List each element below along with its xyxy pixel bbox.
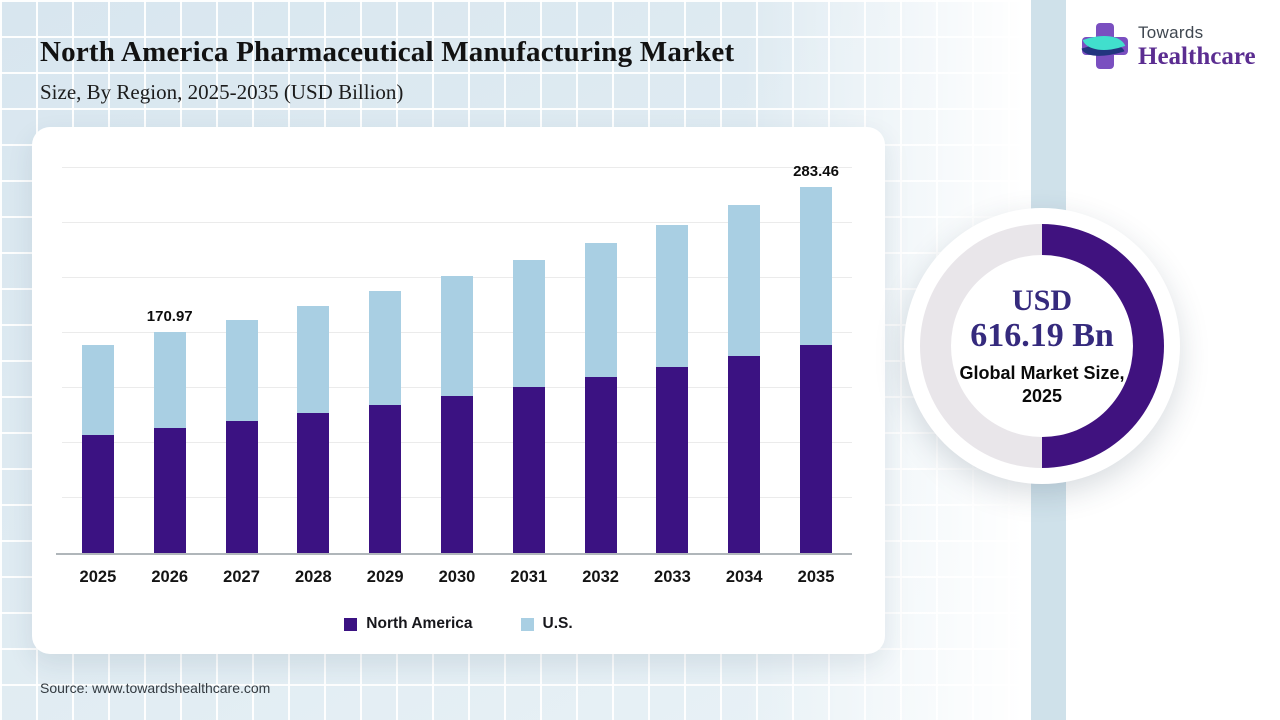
bar-stack-2027: [225, 319, 258, 553]
bar-group-2028: [277, 154, 349, 553]
bar-stack-2033: [656, 224, 689, 553]
bar-stack-2035: [800, 187, 833, 553]
bar-segment-us-2027: [225, 319, 258, 421]
chart-header: North America Pharmaceutical Manufacturi…: [40, 36, 734, 105]
bar-segment-us-2028: [297, 305, 330, 414]
x-axis-label-2029: 2029: [366, 568, 404, 586]
x-axis-label-2030: 2030: [438, 568, 476, 586]
donut-center-text: USD 616.19 Bn Global Market Size, 2025: [904, 208, 1180, 484]
bar-stack-2028: [297, 305, 330, 553]
bar-segment-us-2032: [584, 242, 617, 378]
gridline: [62, 166, 852, 168]
bar-segment-north-america-2026: [153, 428, 186, 553]
towards-healthcare-logo: Towards Healthcare: [1080, 20, 1256, 72]
bar-segment-us-2035: [800, 187, 833, 345]
bar-segment-north-america-2035: [800, 344, 833, 553]
global-market-size-donut: USD 616.19 Bn Global Market Size, 2025: [904, 208, 1180, 484]
bar-stack-2025: [81, 344, 114, 553]
bar-stack-2032: [584, 242, 617, 553]
bar-stack-2029: [369, 291, 402, 553]
bar-chart-card: 170.97 283.46 2025 2026 2027 2028 2029 2030 203…: [32, 127, 885, 654]
bar-group-2027: [206, 154, 278, 553]
bar-segment-us-2026: [153, 332, 186, 428]
donut-hole: [951, 255, 1133, 437]
bar-group-2032: [565, 154, 637, 553]
bar-segment-north-america-2034: [728, 356, 761, 553]
x-axis-label-2035: 2035: [797, 568, 835, 586]
bar-segment-us-2033: [656, 224, 689, 367]
x-axis-label-2025: 2025: [79, 568, 117, 586]
x-axis-line: [56, 553, 852, 555]
bar-stack-2026: [153, 332, 186, 553]
chart-legend: North America U.S.: [32, 615, 885, 633]
gridline: [62, 221, 852, 223]
bar-segment-north-america-2029: [369, 404, 402, 553]
x-axis-label-2027: 2027: [223, 568, 260, 586]
bar-group-2035: 283.46: [780, 154, 852, 553]
legend-label: North America: [366, 615, 473, 632]
bar-value-label-2026: 170.97: [146, 308, 193, 326]
logo-word-towards: Towards: [1138, 22, 1204, 42]
x-axis-label-2031: 2031: [510, 568, 548, 586]
bar-group-2026: 170.97: [134, 154, 206, 553]
x-axis-label-2032: 2032: [582, 568, 619, 586]
bar-segment-us-2029: [369, 291, 402, 405]
bar-segment-north-america-2028: [297, 413, 330, 553]
page-subtitle: Size, By Region, 2025-2035 (USD Billion): [40, 80, 404, 104]
bars-container: 170.97 283.46: [62, 154, 852, 553]
bar-segment-us-2030: [440, 276, 473, 397]
bar-group-2034: [708, 154, 780, 553]
x-axis-label-2034: 2034: [725, 568, 763, 586]
logo-word-healthcare: Healthcare: [1138, 42, 1256, 70]
legend-swatch: [344, 617, 358, 631]
bar-segment-north-america-2027: [225, 420, 258, 553]
x-axis-label-2028: 2028: [294, 568, 332, 586]
bar-segment-us-2031: [512, 259, 545, 387]
bar-group-2025: [62, 154, 134, 553]
bar-segment-north-america-2031: [512, 386, 545, 553]
bar-value-label-2035: 283.46: [793, 163, 839, 181]
bar-group-2033: [637, 154, 709, 553]
x-axis-label-2026: 2026: [151, 568, 189, 586]
donut-currency: USD: [1011, 283, 1072, 317]
bar-segment-north-america-2025: [81, 434, 114, 553]
source-attribution: Source: www.towardshealthcare.com: [40, 680, 271, 696]
bar-stack-2030: [440, 276, 473, 553]
page-title: North America Pharmaceutical Manufacturi…: [40, 36, 735, 68]
bar-group-2029: [349, 154, 421, 553]
legend-item-north-america: North America: [344, 615, 473, 633]
bar-segment-north-america-2033: [656, 366, 689, 553]
bar-segment-north-america-2032: [584, 377, 617, 553]
bar-group-2030: [421, 154, 493, 553]
bar-stack-2034: [728, 205, 761, 553]
bar-segment-us-2034: [728, 205, 761, 357]
bar-group-2031: [493, 154, 565, 553]
legend-label: U.S.: [542, 615, 573, 632]
medical-cross-leaf-icon: [1080, 20, 1130, 72]
legend-item-u-s-: U.S.: [520, 615, 573, 633]
bar-stack-2031: [512, 259, 545, 553]
donut-value: 616.19 Bn: [970, 317, 1114, 355]
bar-segment-us-2025: [81, 344, 114, 435]
x-axis-label-2033: 2033: [654, 568, 691, 586]
legend-swatch: [520, 617, 534, 631]
logo-text: Towards Healthcare: [1138, 24, 1256, 69]
plot-area: 170.97 283.46: [56, 154, 852, 555]
x-axis-labels: 2025 2026 2027 2028 2029 2030 2031 2032 2033 2034…: [62, 568, 852, 587]
bar-segment-north-america-2030: [440, 396, 473, 553]
donut-caption: Global Market Size, 2025: [959, 363, 1125, 406]
